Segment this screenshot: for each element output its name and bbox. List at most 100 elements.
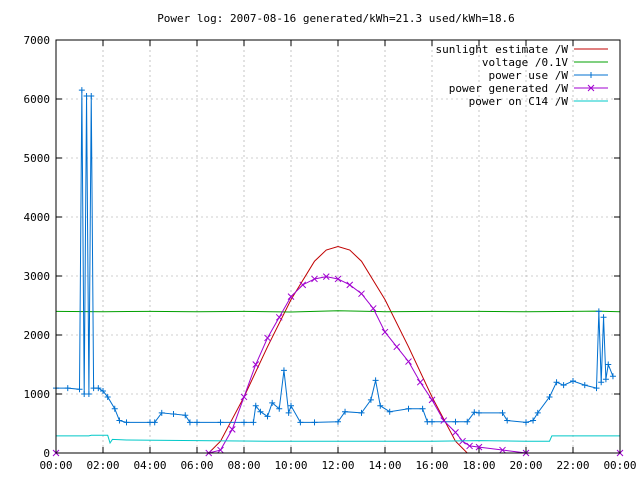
data-point-plus xyxy=(534,409,541,416)
data-point-plus xyxy=(297,419,304,426)
data-point-plus xyxy=(595,308,602,315)
y-tick-label: 1000 xyxy=(24,388,51,401)
x-tick-label: 06:00 xyxy=(180,459,213,472)
data-point-plus xyxy=(288,402,294,409)
data-point-plus xyxy=(593,385,600,392)
y-tick-label: 6000 xyxy=(24,93,51,106)
data-point-plus xyxy=(588,72,594,78)
y-axis-ticks: 0 1000 2000 3000 4000 5000 6000 7000 xyxy=(24,34,620,460)
data-point-plus xyxy=(386,408,393,415)
data-point-plus xyxy=(452,418,459,425)
data-point-plus xyxy=(581,382,588,389)
data-point-cross xyxy=(405,358,412,365)
data-point-plus xyxy=(464,418,471,425)
data-point-cross xyxy=(475,443,483,451)
legend-entry: power generated /W xyxy=(449,82,608,95)
data-point-plus xyxy=(76,386,83,393)
series-1 xyxy=(55,310,621,313)
data-point-cross xyxy=(311,275,318,283)
data-point-plus xyxy=(419,405,426,412)
data-point-plus xyxy=(523,419,529,426)
data-point-cross xyxy=(466,442,473,450)
legend-label: sunlight estimate /W xyxy=(436,43,569,56)
data-point-plus xyxy=(88,93,95,100)
data-point-plus xyxy=(123,419,130,426)
data-point-plus xyxy=(252,402,259,409)
data-point-plus xyxy=(285,409,292,416)
data-point-plus xyxy=(605,361,612,368)
legend-label: power on C14 /W xyxy=(469,95,569,108)
data-point-plus xyxy=(250,419,257,426)
grid xyxy=(56,40,620,453)
data-point-cross xyxy=(369,305,377,312)
y-tick-label: 0 xyxy=(43,447,50,460)
x-axis-ticks: 00:00 02:00 04:00 06:00 08:00 10:00 12:00 14:00… xyxy=(39,40,637,472)
series-0 xyxy=(56,245,620,454)
x-tick-label: 14:00 xyxy=(368,459,401,472)
data-point-plus xyxy=(116,417,123,424)
x-tick-label: 22:00 xyxy=(556,459,589,472)
data-point-plus xyxy=(186,419,193,426)
data-point-plus xyxy=(609,373,616,380)
data-point-plus xyxy=(241,419,247,426)
data-point-cross xyxy=(346,281,354,289)
data-point-cross xyxy=(334,275,342,283)
data-point-plus xyxy=(342,408,349,415)
data-point-plus xyxy=(358,409,365,416)
x-tick-label: 18:00 xyxy=(462,459,495,472)
y-tick-label: 5000 xyxy=(24,152,51,165)
x-tick-label: 12:00 xyxy=(321,459,354,472)
data-point-plus xyxy=(429,418,435,425)
legend-entry: power on C14 /W xyxy=(469,95,608,108)
chart-title: Power log: 2007-08-16 generated/kWh=21.3… xyxy=(157,12,515,25)
data-point-cross xyxy=(587,84,595,92)
plot-frame xyxy=(55,39,621,454)
x-tick-label: 10:00 xyxy=(274,459,307,472)
data-point-cross xyxy=(428,396,436,404)
data-point-cross xyxy=(264,334,271,342)
data-point-plus xyxy=(570,378,576,385)
series-2 xyxy=(53,87,616,426)
x-tick-label: 20:00 xyxy=(509,459,542,472)
data-point-cross xyxy=(440,417,448,424)
data-point-cross xyxy=(322,273,330,280)
y-tick-label: 2000 xyxy=(24,329,51,342)
data-point-plus xyxy=(158,409,165,416)
data-point-plus xyxy=(257,408,264,415)
legend-entry: voltage /0.1V xyxy=(482,56,608,69)
series-line xyxy=(55,310,621,313)
data-point-plus xyxy=(151,419,158,426)
data-point-plus xyxy=(100,388,106,395)
data-point-plus xyxy=(560,382,567,389)
legend-entry: sunlight estimate /W xyxy=(436,43,608,56)
x-tick-label: 02:00 xyxy=(86,459,119,472)
data-point-plus xyxy=(530,417,537,424)
data-point-plus xyxy=(78,87,85,94)
data-point-cross xyxy=(275,313,283,321)
data-point-plus xyxy=(111,405,118,412)
legend-label: power generated /W xyxy=(449,82,569,95)
data-point-cross xyxy=(358,290,365,298)
y-tick-label: 4000 xyxy=(24,211,51,224)
data-point-plus xyxy=(372,377,379,384)
legend-label: power use /W xyxy=(489,69,569,82)
data-point-cross xyxy=(287,293,295,301)
x-tick-label: 00:00 xyxy=(603,459,636,472)
data-point-plus xyxy=(269,399,276,406)
data-point-plus xyxy=(504,417,511,424)
data-point-plus xyxy=(85,391,92,397)
data-point-plus xyxy=(367,396,374,403)
data-point-plus xyxy=(471,409,478,416)
data-point-cross xyxy=(299,281,307,289)
series-4 xyxy=(56,434,620,445)
data-point-plus xyxy=(553,379,560,386)
data-point-plus xyxy=(64,385,71,392)
data-point-plus xyxy=(170,411,177,418)
legend-label: voltage /0.1V xyxy=(482,56,568,69)
data-point-cross xyxy=(416,378,424,386)
data-point-plus xyxy=(476,409,482,416)
data-point-cross xyxy=(393,343,401,351)
